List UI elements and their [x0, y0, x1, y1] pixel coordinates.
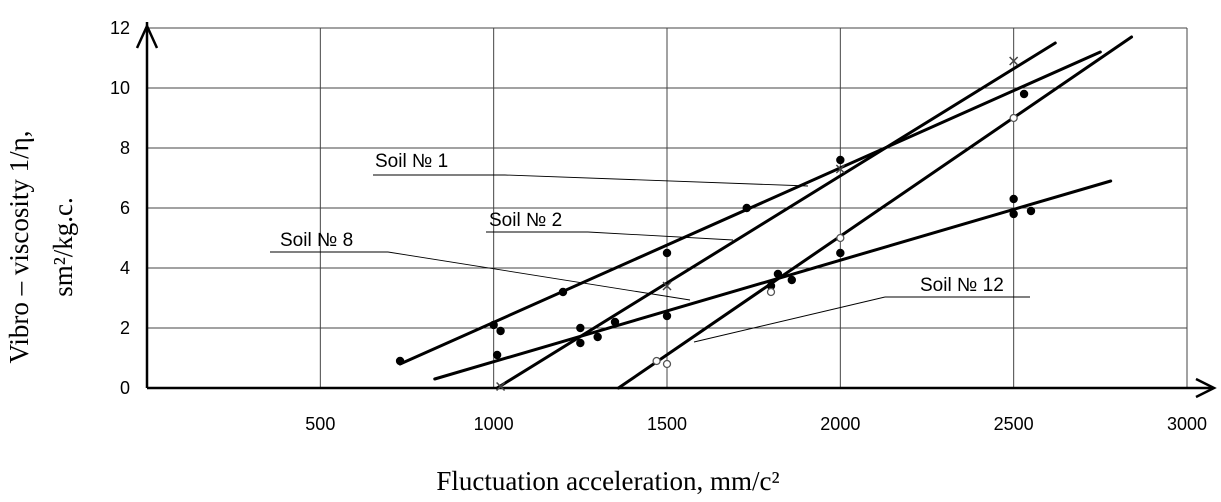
- data-point: [787, 275, 796, 285]
- fit-line: [495, 41, 1057, 390]
- x-tick-labels: 500 1000 1500 2000 2500 3000: [305, 414, 1207, 434]
- data-point-cross: [1009, 56, 1019, 66]
- y-axis-title-line2: sm²/kg.c.: [48, 197, 78, 297]
- fit-line: [616, 35, 1134, 390]
- x-axis-title: Fluctuation acceleration, mm/c²: [436, 466, 779, 496]
- data-point: [742, 203, 751, 213]
- y-tick-label: 4: [120, 258, 130, 278]
- data-point: [558, 287, 568, 297]
- leader-line: [387, 251, 691, 301]
- series-label: Soil № 2: [489, 210, 562, 231]
- series-label: Soil № 1: [375, 151, 448, 172]
- data-point: [766, 281, 776, 291]
- data-point: [1009, 194, 1018, 204]
- x-tick-label: 3000: [1167, 414, 1207, 434]
- data-point: [492, 350, 502, 360]
- fit-line: [433, 179, 1113, 381]
- series-label: Soil № 12: [920, 275, 1004, 296]
- data-point: [836, 155, 845, 165]
- data-point-cross: [835, 164, 845, 174]
- data-point: [1026, 206, 1036, 216]
- leader-line: [504, 174, 809, 187]
- y-tick-labels: 0 2 4 6 8 10 12: [110, 18, 130, 398]
- data-point: [395, 356, 405, 366]
- data-point: [489, 320, 498, 330]
- data-point: [576, 323, 585, 333]
- data-point: [496, 326, 505, 336]
- annotation-leaders: [270, 174, 1030, 343]
- axes: [135, 22, 1217, 399]
- series-labels: Soil № 1 Soil № 2 Soil № 8 Soil № 12: [280, 151, 1004, 296]
- x-axis-arrow-icon: [1195, 377, 1217, 399]
- x-tick-label: 1000: [474, 414, 514, 434]
- y-axis-arrow-icon: [135, 22, 159, 49]
- data-point-open: [836, 233, 845, 243]
- data-point: [576, 338, 585, 348]
- x-tick-label: 1500: [647, 414, 687, 434]
- data-point: [1019, 89, 1029, 99]
- data-point: [836, 248, 845, 258]
- data-point: [593, 332, 602, 342]
- y-tick-label: 8: [120, 138, 130, 158]
- leader-line: [587, 231, 734, 241]
- y-tick-label: 10: [110, 78, 130, 98]
- series-label: Soil № 8: [280, 230, 353, 251]
- data-point: [610, 317, 620, 327]
- data-point-open: [652, 356, 661, 366]
- data-point-open: [662, 359, 672, 369]
- data-point: [662, 311, 672, 321]
- x-tick-label: 500: [305, 414, 335, 434]
- data-point: [662, 248, 672, 258]
- data-point-cross: [662, 281, 672, 291]
- x-tick-label: 2500: [994, 414, 1034, 434]
- x-tick-label: 2000: [820, 414, 860, 434]
- y-tick-label: 12: [110, 18, 130, 38]
- data-points: [395, 56, 1036, 392]
- data-point-open: [1009, 113, 1018, 123]
- leader-line: [693, 296, 886, 343]
- data-point-cross: [496, 381, 506, 392]
- data-point-open: [766, 287, 776, 297]
- data-point: [773, 269, 783, 279]
- y-tick-label: 6: [120, 198, 130, 218]
- y-tick-label: 0: [120, 378, 130, 398]
- data-point: [1009, 209, 1018, 219]
- y-tick-label: 2: [120, 318, 130, 338]
- y-axis-title-line1: Vibro – viscosity 1/η,: [4, 131, 34, 364]
